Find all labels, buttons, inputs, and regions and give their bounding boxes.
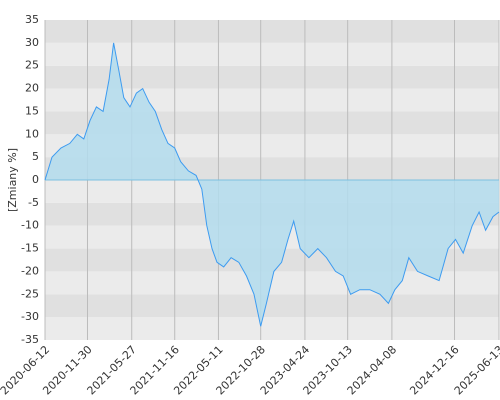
grid-band: [45, 65, 499, 89]
y-tick-label: 15: [25, 104, 39, 117]
y-tick-label: -25: [21, 287, 39, 300]
y-tick-label: 25: [25, 59, 39, 72]
y-tick-label: 20: [25, 82, 39, 95]
y-tick-label: -10: [21, 219, 39, 232]
y-axis-label: [Zmiany %]: [6, 148, 19, 212]
y-tick-label: 5: [32, 150, 39, 163]
y-tick-label: -5: [28, 196, 39, 209]
area: [45, 42, 499, 327]
grid-band: [45, 88, 499, 112]
grid-band: [45, 317, 499, 340]
line: [44, 42, 500, 327]
y-tick-label: 10: [25, 127, 39, 140]
y-tick-label: 0: [32, 173, 39, 186]
y-tick-label: -30: [21, 310, 39, 323]
grid-band: [45, 294, 499, 318]
grid-band: [45, 42, 499, 66]
grid-band: [45, 20, 499, 43]
y-tick-label: -35: [21, 333, 39, 346]
y-tick-label: -15: [21, 242, 39, 255]
y-tick-label: -20: [21, 264, 39, 277]
y-tick-label: 30: [25, 36, 39, 49]
y-tick-label: 35: [25, 13, 39, 26]
